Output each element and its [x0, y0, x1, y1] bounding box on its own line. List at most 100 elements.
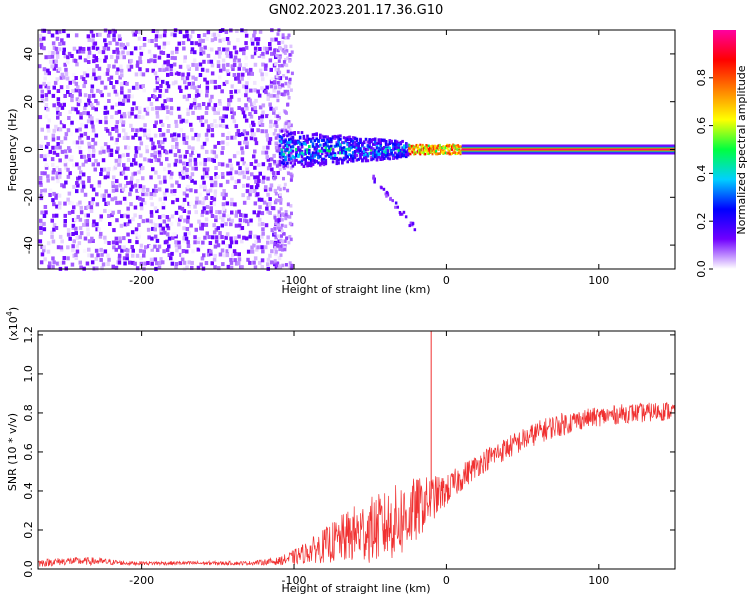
heatmap-cell-noise [155, 238, 160, 243]
heatmap-cell-scatter [293, 141, 296, 145]
heatmap-cell-fringe [283, 62, 287, 67]
heatmap-cell-noise [78, 46, 83, 51]
heatmap-cell-noise [74, 107, 78, 112]
heatmap-cell-scatter [383, 153, 386, 157]
heatmap-cell-noise [86, 232, 90, 237]
heatmap-cell-streak [382, 187, 386, 191]
heatmap-cell-scatter [302, 136, 306, 140]
heatmap-cell-noise [80, 154, 84, 159]
heatmap-cell-scatter [390, 149, 393, 153]
heatmap-cell-noise [92, 148, 96, 153]
heatmap-cell-noise [263, 66, 268, 71]
heatmap-cell-noise [59, 140, 64, 145]
heatmap-cell-noise [270, 37, 274, 42]
heatmap-cell-noise [95, 58, 100, 63]
heatmap-cell-noise [145, 145, 149, 149]
heatmap-cell-converging [458, 149, 461, 153]
heatmap-cell-noise [50, 33, 55, 38]
heatmap-cell-noise [222, 47, 226, 52]
heatmap-cell-noise [169, 97, 173, 102]
heatmap-cell-noise [173, 56, 177, 61]
heatmap-cell-scatter [346, 147, 349, 151]
heatmap-cell-noise [163, 167, 167, 172]
heatmap-cell-noise [55, 54, 60, 59]
heatmap-cell-noise [199, 184, 203, 189]
heatmap-cell-scatter [320, 162, 324, 165]
heatmap-cell-noise [232, 63, 237, 67]
heatmap-cell-converging [448, 152, 451, 155]
heatmap-cell-noise [98, 119, 103, 124]
heatmap-cell-noise [64, 72, 69, 76]
heatmap-cell-noise [153, 184, 158, 189]
heatmap-cell-noise [93, 141, 98, 146]
heatmap-cell-noise [153, 257, 158, 262]
heatmap-cell-noise [91, 239, 95, 243]
heatmap-cell-noise [157, 187, 162, 192]
heatmap-cell-noise [232, 111, 236, 116]
heatmap-cell-noise [244, 93, 248, 98]
heatmap-cell-fringe [289, 88, 293, 92]
heatmap-cell-scatter [381, 147, 384, 151]
heatmap-cell-scatter [298, 148, 302, 152]
heatmap-cell-scatter [309, 155, 313, 159]
heatmap-cell-noise [82, 71, 87, 76]
heatmap-cell-noise [248, 234, 252, 239]
heatmap-cell-scatter [405, 144, 408, 148]
heatmap-cell-noise [214, 172, 218, 177]
heatmap-cell-scatter [381, 155, 384, 158]
heatmap-cell-scatter [366, 147, 370, 151]
heatmap-cell-scatter [341, 149, 344, 152]
heatmap-cell-noise [216, 243, 221, 248]
heatmap-cell-noise [103, 142, 108, 147]
heatmap-cell-noise [87, 98, 91, 103]
heatmap-cell-scatter [317, 154, 320, 158]
heatmap-cell-noise [183, 218, 187, 223]
heatmap-cell-noise [252, 33, 256, 38]
heatmap-cell-noise [178, 205, 182, 210]
heatmap-cell-noise [163, 179, 167, 184]
heatmap-cell-noise [115, 41, 119, 46]
heatmap-cell-scatter [379, 141, 382, 145]
heatmap-cell-noise [213, 119, 217, 124]
heatmap-cell-noise [186, 72, 191, 77]
heatmap-cell-noise [54, 213, 59, 218]
heatmap-cell-noise [251, 120, 255, 125]
heatmap-cell-converging [440, 150, 442, 153]
heatmap-cell-noise [51, 93, 56, 98]
heatmap-cell-scatter [344, 152, 348, 156]
heatmap-cell-fringe [284, 132, 287, 137]
heatmap-cell-noise [133, 261, 137, 266]
heatmap-cell-noise [79, 210, 84, 215]
heatmap-cell-noise [181, 253, 185, 258]
heatmap-cell-noise [205, 106, 209, 111]
heatmap-cell-noise [248, 260, 252, 265]
heatmap-cell-fringe [281, 40, 285, 45]
heatmap-cell-noise [221, 118, 225, 123]
heatmap-cell-noise [185, 135, 189, 140]
heatmap-cell-scatter [317, 149, 320, 153]
heatmap-cell-noise [256, 128, 260, 133]
heatmap-cell-scatter [383, 157, 386, 160]
heatmap-cell-noise [42, 67, 47, 72]
heatmap-cell-streak [372, 174, 375, 178]
heatmap-cell-noise [129, 180, 133, 185]
heatmap-cell-noise [87, 144, 92, 149]
heatmap-cell-scatter [346, 142, 349, 146]
heatmap-cell-noise [174, 80, 178, 85]
heatmap-cell-noise [203, 45, 207, 50]
heatmap-cell-noise [126, 145, 131, 150]
heatmap-cell-noise [135, 232, 139, 237]
heatmap-cell-scatter [377, 146, 381, 150]
heatmap-cell-converging [426, 144, 429, 148]
heatmap-cell-noise [217, 85, 222, 89]
heatmap-cell-noise [48, 261, 52, 266]
heatmap-cell-scatter [326, 148, 329, 152]
heatmap-cell-noise [46, 174, 50, 179]
heatmap-cell-noise [135, 128, 139, 133]
heatmap-cell-noise [42, 46, 46, 51]
heatmap-cell-noise [113, 89, 118, 94]
heatmap-cell-noise [120, 86, 124, 91]
heatmap-cell-noise [201, 209, 205, 214]
heatmap-cell-noise [181, 72, 185, 77]
heatmap-cell-noise [243, 140, 247, 145]
